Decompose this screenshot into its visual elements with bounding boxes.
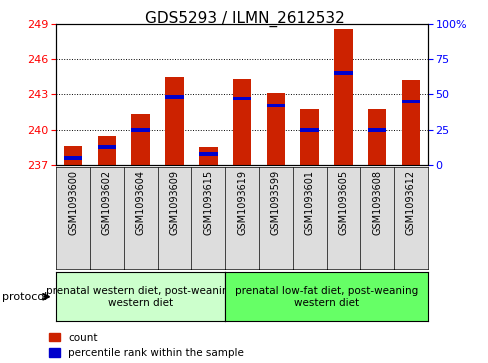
Bar [64,156,82,160]
Text: GSM1093609: GSM1093609 [169,170,179,235]
Bar [232,79,251,165]
Text: GSM1093599: GSM1093599 [270,170,280,235]
Bar [131,128,150,131]
Legend: count, percentile rank within the sample: count, percentile rank within the sample [49,333,244,358]
Bar [266,104,285,107]
Text: GSM1093608: GSM1093608 [371,170,382,235]
Bar [199,152,217,156]
Text: GSM1093619: GSM1093619 [237,170,246,235]
Text: GSM1093605: GSM1093605 [338,170,347,235]
Bar [165,95,183,99]
Bar [333,29,352,165]
Text: GSM1093600: GSM1093600 [68,170,78,235]
Text: GSM1093601: GSM1093601 [304,170,314,235]
Text: protocol: protocol [2,292,48,302]
Text: prenatal low-fat diet, post-weaning
western diet: prenatal low-fat diet, post-weaning west… [234,286,417,307]
Bar [300,128,318,131]
Bar [165,77,183,165]
Bar [401,80,419,165]
Text: prenatal western diet, post-weaning
western diet: prenatal western diet, post-weaning west… [46,286,235,307]
Text: GSM1093604: GSM1093604 [136,170,145,235]
Text: GSM1093612: GSM1093612 [405,170,415,235]
Bar [266,93,285,165]
Bar [98,136,116,165]
Text: GDS5293 / ILMN_2612532: GDS5293 / ILMN_2612532 [144,11,344,27]
Bar [199,147,217,165]
Text: GSM1093615: GSM1093615 [203,170,213,235]
Bar [98,145,116,148]
Bar [401,100,419,103]
Bar [367,128,386,131]
Bar [333,72,352,75]
Bar [64,146,82,165]
Bar [300,109,318,165]
Bar [131,114,150,165]
Bar [367,109,386,165]
Text: GSM1093602: GSM1093602 [102,170,112,235]
Bar [232,97,251,101]
